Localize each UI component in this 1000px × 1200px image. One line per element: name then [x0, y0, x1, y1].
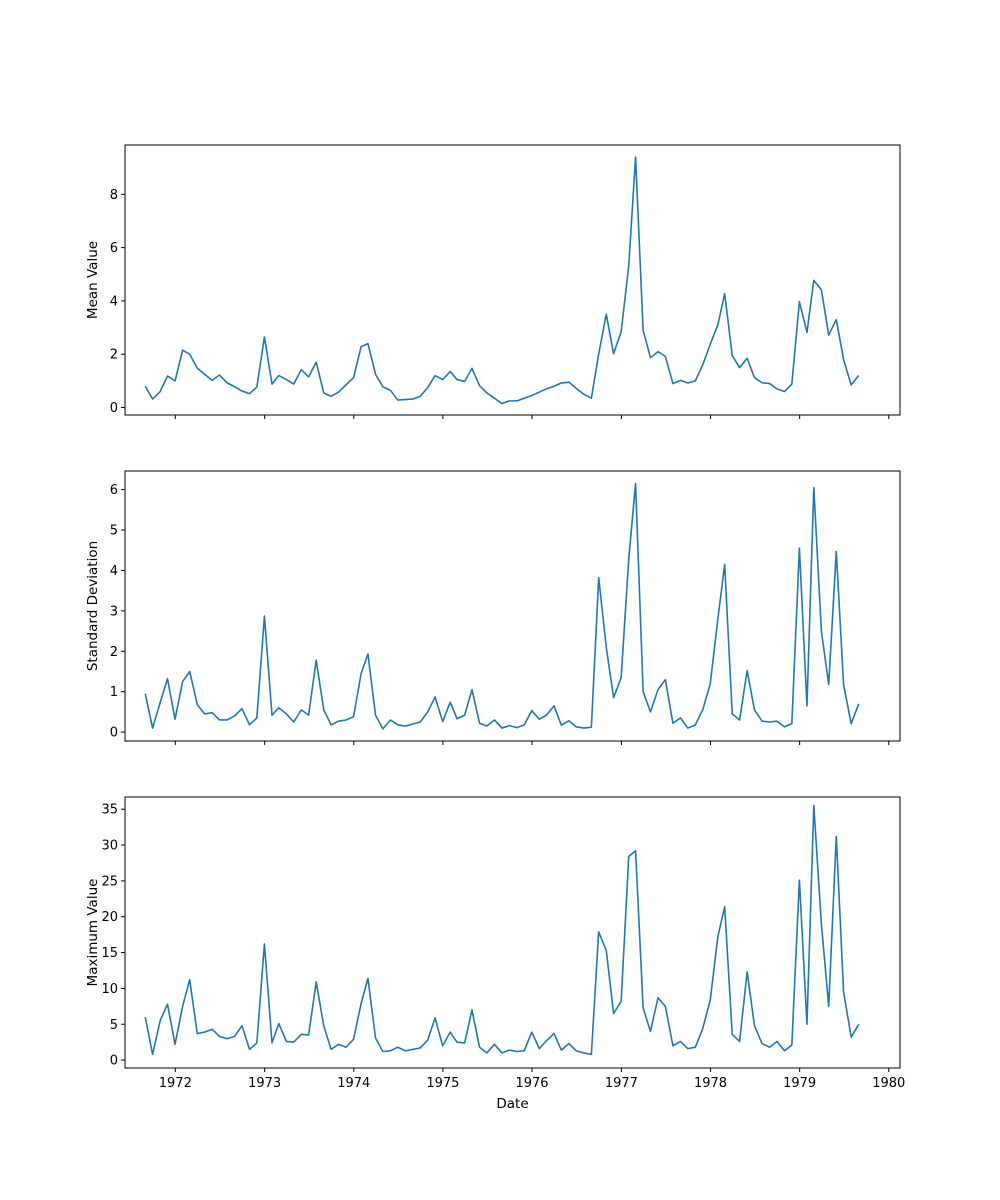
y-tick-label: 2 [110, 348, 118, 363]
x-tick-label: 1972 [159, 1076, 192, 1091]
subplots: 0 2 4 6 8 Mean Value 0 1 2 3 4 5 6 Standard Deviation… [85, 144, 905, 1091]
y-tick-label: 4 [110, 564, 118, 579]
y-axis-label: Maximum Value [85, 879, 101, 987]
series-line [144, 804, 860, 1056]
y-tick-label: 6 [110, 241, 118, 256]
x-tick-label: 1979 [783, 1076, 816, 1091]
x-axis-label: Date [496, 1096, 528, 1112]
y-tick-label: 35 [101, 803, 118, 818]
y-tick-label: 20 [101, 910, 118, 925]
plot-frame [124, 470, 901, 742]
plot-frame [124, 796, 901, 1069]
y-tick-label: 25 [101, 874, 118, 889]
y-axis-label: Mean Value [85, 241, 101, 319]
y-tick-label: 2 [110, 645, 118, 660]
x-tick-label: 1977 [605, 1076, 638, 1091]
subplot-3: 0 5 10 15 20 25 30 35 Maximum Value 1972 1973 1974 1… [85, 796, 905, 1091]
x-tick-label: 1973 [248, 1076, 281, 1091]
y-tick-label: 8 [110, 188, 118, 203]
y-tick-label: 4 [110, 294, 118, 309]
y-tick-label: 10 [101, 982, 118, 997]
subplot-2: 0 1 2 3 4 5 6 Standard Deviation [85, 470, 901, 745]
y-tick-label: 3 [110, 604, 118, 619]
plot-frame [124, 144, 901, 416]
y-tick-label: 0 [110, 726, 118, 741]
y-axis-label: Standard Deviation [85, 541, 101, 671]
y-tick-label: 5 [110, 524, 118, 539]
y-tick-label: 6 [110, 483, 118, 498]
x-tick-label: 1980 [872, 1076, 905, 1091]
x-tick-label: 1978 [694, 1076, 727, 1091]
series-line [144, 482, 860, 730]
y-tick-label: 0 [110, 1054, 118, 1069]
y-tick-label: 15 [101, 946, 118, 961]
y-tick-label: 1 [110, 685, 118, 700]
y-tick-label: 30 [101, 839, 118, 854]
x-tick-label: 1976 [515, 1076, 548, 1091]
x-tick-label: 1974 [337, 1076, 370, 1091]
y-tick-label: 5 [110, 1018, 118, 1033]
series-line [144, 156, 860, 405]
y-tick-label: 0 [110, 401, 118, 416]
x-tick-label: 1975 [426, 1076, 459, 1091]
subplot-1: 0 2 4 6 8 Mean Value [85, 144, 901, 419]
